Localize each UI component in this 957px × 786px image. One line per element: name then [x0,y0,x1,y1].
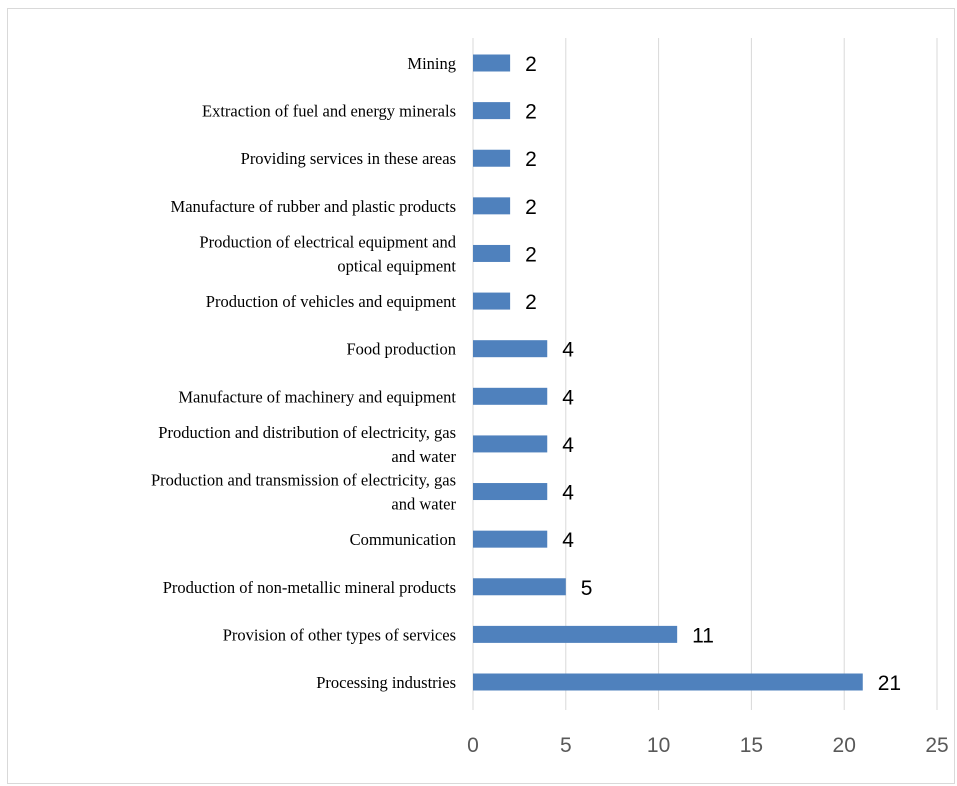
bar [473,673,863,691]
data-labels: 2 2 2 2 2 2 4 4 4 4 4 5 11 21 [525,53,901,695]
data-label: 4 [562,386,574,409]
bar [473,625,678,643]
category-label: Manufacture of machinery and equipment [178,387,456,406]
category-label: Processing industries [316,673,456,692]
x-tick-label: 5 [560,734,572,757]
bar [473,483,548,501]
x-tick-label: 20 [833,734,856,757]
bar [473,102,511,120]
category-label: Food production [346,340,456,359]
data-label: 4 [562,529,574,552]
data-label: 2 [525,291,537,314]
data-label: 2 [525,243,537,266]
bar [473,244,511,262]
bar [473,387,548,405]
category-labels: Mining Extraction of fuel and energy mine… [151,54,457,692]
category-label: Production of vehicles and equipment [206,292,457,311]
category-label: Production of non-metallic mineral produ… [163,578,456,597]
data-label: 4 [562,434,574,457]
data-label: 21 [878,672,901,695]
data-label: 5 [581,577,593,600]
bar [473,292,511,310]
category-label: Extraction of fuel and energy minerals [202,102,456,121]
category-label: Mining [407,54,456,73]
data-label: 4 [562,482,574,505]
category-label: Communication [350,530,456,549]
x-tick-label: 25 [925,734,948,757]
data-label: 2 [525,148,537,171]
category-label: Providing services in these areas [241,149,456,168]
data-label: 11 [692,624,714,647]
bar [473,54,511,72]
data-label: 4 [562,339,574,362]
bar [473,197,511,215]
data-label: 2 [525,196,537,219]
x-tick-label: 0 [467,734,479,757]
bar [473,530,548,548]
bar [473,149,511,167]
category-label: Production and distribution of electrici… [158,423,456,466]
value-axis: 0 5 10 15 20 25 [467,734,949,757]
data-label: 2 [525,53,537,76]
bar [473,340,548,358]
grid-lines [472,38,938,710]
data-label: 2 [525,101,537,124]
bars [473,54,863,691]
category-label: Production and transmission of electrici… [151,471,457,514]
category-label: Manufacture of rubber and plastic produc… [171,197,456,216]
bar [473,578,566,596]
bar [473,435,548,453]
x-tick-label: 10 [647,734,670,757]
category-label: Provision of other types of services [223,625,456,644]
category-label: Production of electrical equipment and op… [199,232,456,275]
x-tick-label: 15 [740,734,763,757]
